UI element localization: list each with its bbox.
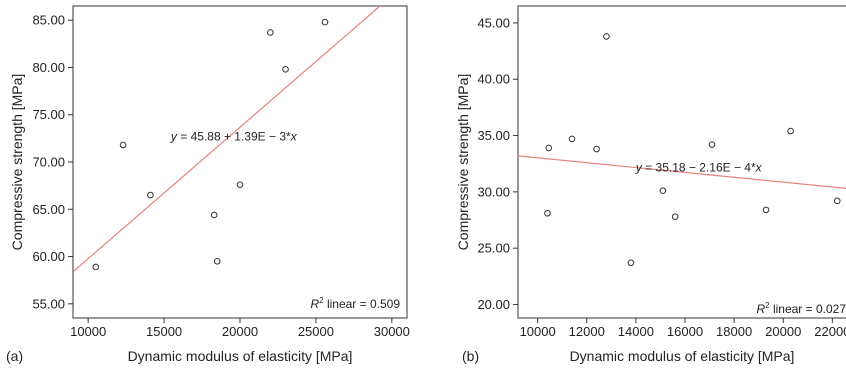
data-point-b — [833, 197, 841, 205]
equation-body-b: = 35.18 − 2.16E − 4* — [642, 161, 756, 175]
y-tick-label-a: 70.00 — [32, 155, 65, 170]
equation-y-b: y — [635, 161, 643, 175]
plot-frame-a — [72, 5, 408, 319]
y-tick-label-b: 25.00 — [477, 241, 510, 256]
data-point-b — [544, 209, 551, 217]
data-point-b — [762, 206, 770, 214]
data-point-b — [787, 127, 794, 135]
r2-exponent-b: 2 — [765, 301, 770, 310]
y-tick-label-a: 75.00 — [32, 107, 65, 122]
r2-value-b: linear = 0.027 — [770, 302, 846, 316]
equation-y-a: y — [170, 129, 178, 143]
equation-x-b: x — [755, 161, 763, 175]
x-tick-label-a: 15000 — [146, 324, 182, 339]
r2-exponent-a: 2 — [319, 296, 324, 305]
y-tick-label-a: 85.00 — [32, 13, 65, 28]
regression-equation-a: y = 45.88 + 1.39E − 3*x — [170, 129, 298, 143]
chart-panel-b: 10000 12000 14000 16000 18000 20000 22000 20.00… — [455, 5, 846, 364]
regression-equation-b: y = 35.18 − 2.16E − 4*x — [635, 161, 763, 175]
y-tick-label-b: 35.00 — [477, 128, 510, 143]
x-tick-label-b: 22000 — [814, 324, 846, 339]
regression-line-b — [518, 155, 846, 189]
data-point-a — [210, 211, 218, 219]
data-point-b — [671, 213, 679, 220]
regression-line-a — [73, 6, 381, 273]
y-tick-label-b: 30.00 — [477, 184, 510, 199]
r2-label-a: R2 linear = 0.509 — [310, 296, 400, 311]
y-axis-title-a: Compressive strength [MPa] — [9, 74, 25, 251]
x-tick-label-b: 12000 — [569, 324, 605, 339]
x-axis-title-a: Dynamic modulus of elasticity [MPa] — [128, 348, 353, 364]
x-tick-label-b: 10000 — [520, 324, 556, 339]
y-tick-label-b: 45.00 — [477, 15, 510, 30]
data-point-a — [147, 191, 154, 199]
x-tick-label-b: 20000 — [765, 324, 801, 339]
x-axis-title-b: Dynamic modulus of elasticity [MPa] — [570, 348, 795, 364]
data-point-b — [568, 135, 576, 143]
equation-x-a: x — [290, 129, 298, 143]
data-point-a — [267, 29, 274, 36]
data-point-a — [236, 181, 244, 188]
x-tick-label-b: 14000 — [618, 324, 654, 339]
data-point-b — [603, 33, 610, 40]
y-axis-title-b: Compressive strength [MPa] — [455, 74, 471, 251]
panel-label-b: (b) — [462, 348, 479, 364]
y-tick-label-b: 20.00 — [477, 297, 510, 312]
y-tick-label-a: 55.00 — [32, 296, 65, 311]
data-point-b — [545, 144, 552, 152]
x-tick-label-b: 16000 — [667, 324, 703, 339]
y-tick-label-a: 65.00 — [32, 202, 65, 217]
data-point-a — [321, 18, 329, 26]
y-tick-label-b: 40.00 — [477, 72, 510, 87]
r2-symbol-b: R — [756, 302, 765, 316]
panel-label-a: (a) — [6, 348, 23, 364]
data-point-b — [659, 187, 667, 195]
r2-symbol-a: R — [310, 297, 319, 311]
data-point-a — [92, 263, 100, 271]
x-tick-label-a: 10000 — [70, 324, 106, 339]
r2-value-a: linear = 0.509 — [324, 297, 401, 311]
x-tick-label-a: 30000 — [374, 324, 410, 339]
x-tick-label-a: 25000 — [298, 324, 334, 339]
x-tick-label-a: 20000 — [222, 324, 258, 339]
data-point-a — [213, 257, 221, 265]
data-point-b — [627, 259, 635, 267]
data-point-a — [282, 66, 289, 73]
chart-panel-a: 10000 15000 20000 25000 30000 55.00 60.00 65.00… — [6, 5, 410, 364]
data-point-b — [708, 141, 716, 148]
x-tick-label-b: 18000 — [716, 324, 752, 339]
r2-label-b: R2 linear = 0.027 — [756, 301, 846, 316]
y-tick-label-a: 80.00 — [32, 60, 65, 75]
y-tick-label-a: 60.00 — [32, 249, 65, 264]
equation-body-a: = 45.88 + 1.39E − 3* — [177, 129, 291, 143]
data-point-b — [593, 145, 600, 153]
data-point-a — [119, 141, 127, 149]
